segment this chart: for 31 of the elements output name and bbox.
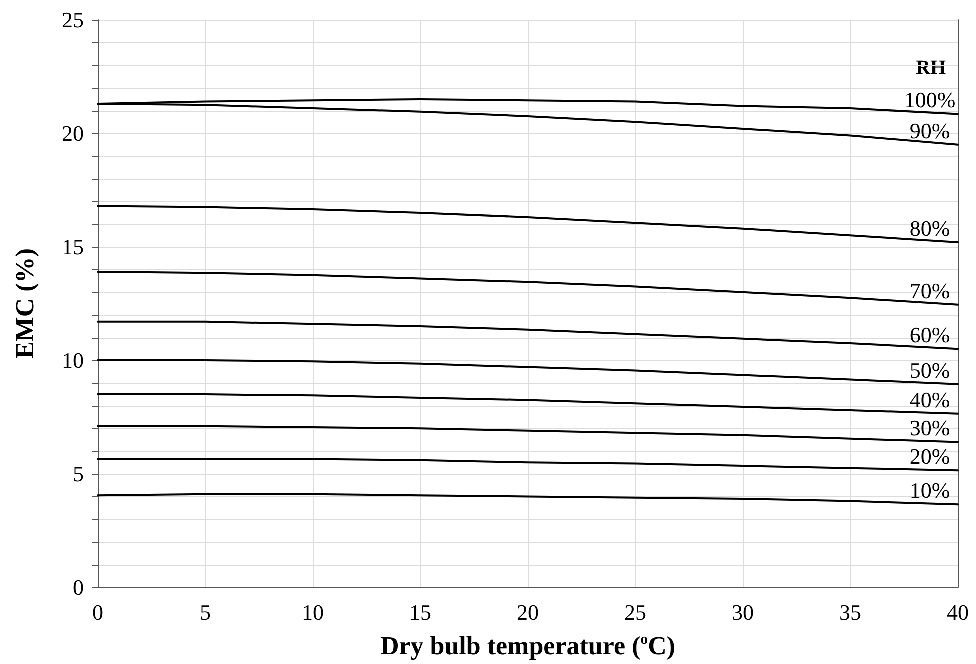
line-series <box>97 394 959 415</box>
x-tick-label: 40 <box>947 600 969 625</box>
x-tick-label: 15 <box>410 600 432 625</box>
line-series <box>97 205 959 244</box>
y-tick-label: 15 <box>62 234 84 260</box>
y-tick-label: 10 <box>62 348 84 373</box>
series-label: 80% <box>910 216 950 241</box>
x-tick-label: 35 <box>840 600 862 625</box>
series-label: 20% <box>910 444 950 470</box>
series-label: 40% <box>910 387 950 412</box>
series-label: 10% <box>910 478 950 504</box>
x-tick-label: 10 <box>302 600 324 625</box>
y-tick-label: 0 <box>73 575 84 600</box>
x-tick-label: 0 <box>92 600 104 625</box>
y-axis-title: EMC (%) <box>10 248 40 359</box>
series-label: 70% <box>910 278 950 304</box>
series-label: 50% <box>910 358 950 383</box>
y-tick-label: 20 <box>62 121 84 146</box>
series-label: 60% <box>910 322 950 348</box>
y-tick-label: 5 <box>73 462 84 486</box>
x-tick-label: 25 <box>624 600 646 625</box>
line-series <box>97 320 959 350</box>
series-label: 30% <box>910 416 950 441</box>
y-tick-label: 25 <box>62 8 84 32</box>
line-series <box>97 270 959 306</box>
x-tick-label: 5 <box>200 600 211 625</box>
x-tick-label: 20 <box>517 600 539 625</box>
series-label: 100% <box>904 88 956 113</box>
line-series <box>97 360 959 386</box>
series-label: 90% <box>910 118 950 144</box>
x-tick-label: 30 <box>732 600 754 625</box>
